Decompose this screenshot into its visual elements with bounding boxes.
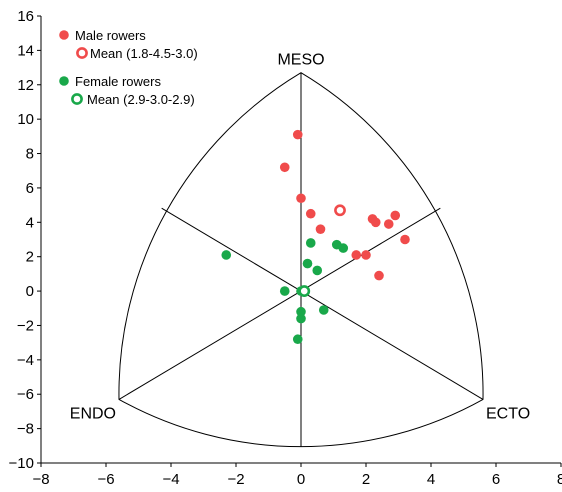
data-point [374,270,384,281]
radial-line-opposite-endo [300,207,441,292]
legend-marker [59,76,69,86]
y-tick-label: 10 [17,111,34,128]
data-point [338,243,349,253]
x-tick-label: 6 [492,471,500,488]
y-tick-label: 4 [26,214,34,231]
data-point [305,208,316,219]
data-point [370,217,381,228]
y-tick-label: −4 [17,352,34,369]
meso-label: MESO [277,52,324,69]
endo-label: ENDO [70,405,116,422]
somatochart-outline [118,72,484,448]
data-point [312,265,323,276]
x-tick-label: −2 [227,471,244,488]
data-point [302,258,313,269]
y-tick-label: 6 [26,180,34,197]
data-point [292,334,303,345]
data-point [279,162,290,173]
radial-line-endo [118,290,302,400]
x-tick-label: 0 [297,471,305,488]
data-point [296,193,306,204]
y-tick-label: 0 [26,283,34,300]
legend-label: Female rowers [75,74,161,89]
data-point [390,210,401,221]
ecto-label: ECTO [486,405,530,422]
data-point [315,224,326,234]
y-tick-label: −2 [17,317,34,334]
legend-label: Mean (1.8-4.5-3.0) [90,46,198,61]
data-point [351,250,362,260]
data-points [221,129,410,345]
y-tick-label: 16 [17,8,34,25]
x-tick-label: −8 [32,471,49,488]
data-point [318,305,329,315]
data-point [296,313,306,324]
x-tick-label: −4 [162,471,179,488]
x-tick-label: 4 [427,471,435,488]
y-tick-label: 12 [17,77,34,94]
data-point [361,250,371,260]
y-tick-label: −10 [9,455,34,472]
data-point [221,250,232,260]
y-tick-label: −8 [17,421,34,438]
vertex-labels: MESO ENDO ECTO [70,52,530,423]
x-tick-label: −6 [97,471,114,488]
y-tick-label: 2 [26,249,34,266]
y-tick-label: −6 [17,386,34,403]
data-point [383,219,394,229]
y-tick-label: 14 [17,42,34,59]
legend-marker-hollow [76,47,88,59]
data-point [400,234,410,245]
radial-line-ecto [300,290,484,400]
legend-marker [59,30,69,40]
legend-marker-hollow [71,93,83,105]
data-point [292,129,303,140]
mean-point [298,285,311,297]
legend-label: Mean (2.9-3.0-2.9) [87,92,195,107]
radial-line-opposite-ecto [161,207,302,292]
x-tick-label: 8 [557,471,562,488]
legend: Male rowers Mean (1.8-4.5-3.0) Female rowe… [59,28,198,107]
data-point [305,238,316,248]
data-point [296,306,306,317]
data-point [279,286,290,296]
legend-label: Male rowers [75,28,146,43]
mean-point [334,204,346,217]
y-tick-label: 8 [26,146,34,163]
x-tick-label: 2 [362,471,370,488]
